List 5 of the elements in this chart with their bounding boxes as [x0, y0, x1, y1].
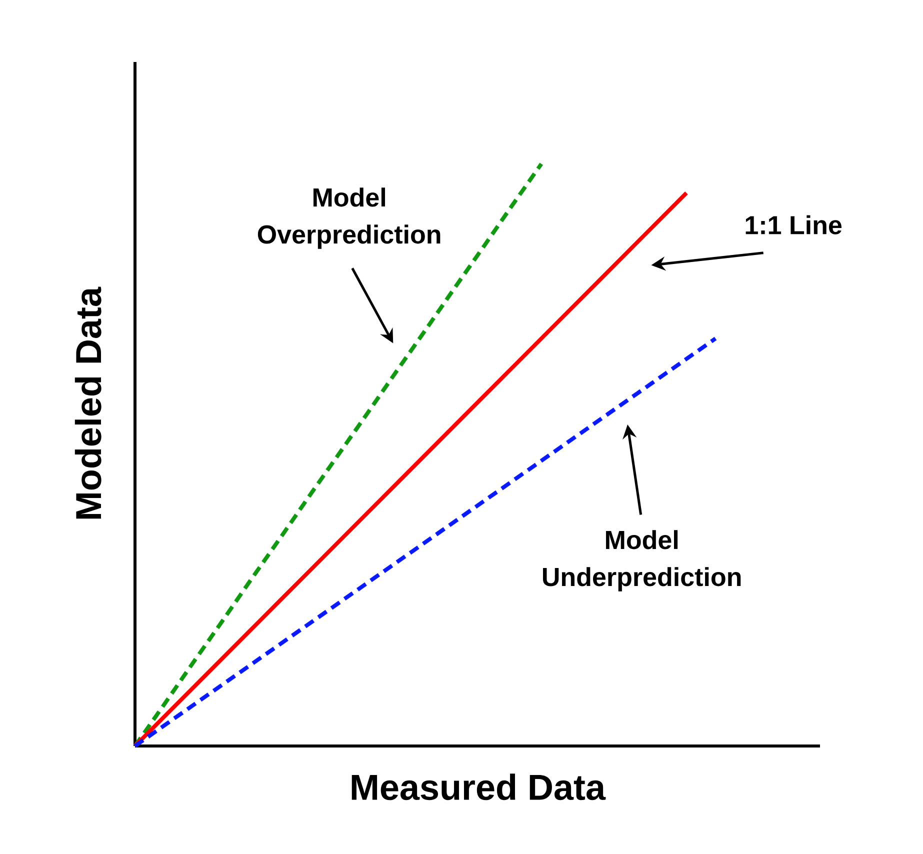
text: 1:1 Line — [746, 215, 842, 234]
x-axis-title: Measured Data — [352, 774, 606, 800]
annotation: Model Underprediction — [543, 530, 741, 592]
annotation: Model Overprediction — [258, 188, 440, 249]
y-axis-title: Modeled Data — [74, 286, 102, 519]
